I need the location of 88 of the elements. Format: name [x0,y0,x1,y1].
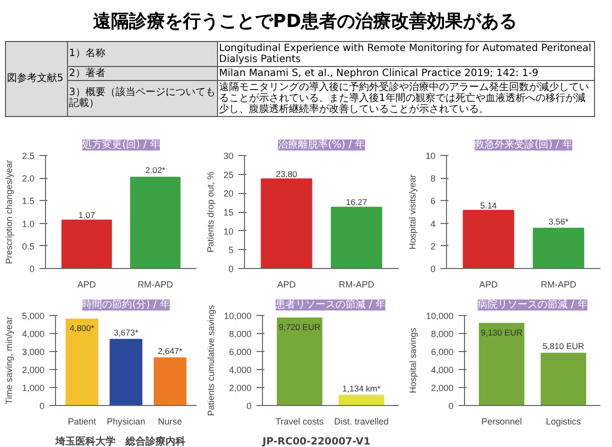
chart-title: 治療離脱率(%) / 年 [278,138,366,150]
text: Longitudinal Experience with Remote Monitoring for Automated Peritoneal Dialysis Patients [218,41,594,66]
y-tick-label: 5,000 [22,311,45,321]
y-axis-title: Time saving, min/year [4,316,14,404]
chart-title: 患者リソースの節減 / 年 [274,298,386,310]
y-tick-label: 0 [430,264,436,274]
y-axis-title: Patients drop out, % [205,171,216,253]
y-tick-label: 8,000 [430,329,454,339]
y-tick-label: 5 [228,245,234,256]
y-tick-label: 2,000 [430,383,454,393]
y-tick-label: 10 [223,226,234,236]
chart-title: 処方変更(回) / 年 [82,138,160,150]
data-label: 4,800* [70,323,95,334]
x-tick-label: APD [277,280,296,290]
y-tick-label: 10 [425,151,436,161]
data-label: 9,130 EUR [480,327,522,338]
y-tick-label: 4 [430,218,436,229]
data-label: 2.02* [145,165,166,176]
y-tick-label: 0 [39,401,45,411]
chart-title: 病院リソースの節減 / 年 [478,298,588,310]
data-label: 23.80 [276,168,298,179]
y-axis-title: Prescription changes/year [4,160,14,264]
text: Milan Manami S, et al., Nephron Clinical Practice 2019; 142: 1-9 [218,66,594,80]
x-tick-label: APD [479,280,498,290]
y-tick-label: 0 [448,401,454,411]
x-tick-label: RM-APD [138,280,174,290]
data-label: 5.14 [480,200,498,210]
x-tick-label: Nurse [158,416,182,426]
y-tick-label: 1.5 [22,196,35,206]
y-axis-title: Hospital visits/year [407,174,418,250]
y-tick-label: 2,000 [228,383,252,393]
text: 1）名称 [68,41,218,66]
y-tick-label: 25 [223,170,234,180]
data-label: 3.56* [548,216,570,226]
y-tick-label: 2 [430,241,436,252]
x-tick-label: Physician [106,416,146,426]
y-tick-label: 1.0 [22,218,35,229]
y-tick-label: 10,000 [426,311,454,321]
bar [154,357,186,406]
y-tick-label: 6 [430,196,436,206]
y-tick-label: 0.5 [22,241,35,252]
text: 2）著者 [68,66,218,80]
data-label: 2,647* [158,346,184,356]
y-tick-label: 4,000 [22,329,45,339]
y-tick-label: 3,000 [22,347,45,357]
y-tick-label: 4,000 [228,365,252,375]
y-tick-label: 0 [228,264,234,274]
text: 遠隔モニタリングの導入後に予約外受診や治療中のアラーム発生回数が減少していることが示されている。また導入後1年間の観察では死亡や血液透析への移行が減少し、腹膜透析継続率が改善していることが示されている。 [218,80,594,116]
bar [110,338,142,406]
data-label: 5,810 EUR [542,341,584,352]
text: 埼玉医科大学 総合診療内科 [54,436,186,447]
y-axis-title: Patients cumulative savings [206,304,216,416]
data-label: 9,720 EUR [278,322,320,332]
y-tick-label: 1,000 [22,383,45,393]
y-tick-label: 15 [223,208,234,218]
bar [66,318,98,406]
text: 図参考文献5 [6,41,68,116]
y-tick-label: 6,000 [228,347,252,357]
data-label: 3,673* [114,327,139,338]
y-tick-label: 30 [223,151,234,161]
y-tick-label: 2.0 [22,174,35,184]
text: JP-RC00-220007-V1 [262,436,371,447]
y-tick-label: 8,000 [228,329,252,339]
chart-title: 時間の節約(分) / 年 [82,298,170,310]
y-axis-title: Hospital savings [408,327,418,394]
x-tick-label: APD [77,280,96,290]
x-tick-label: RM-APD [540,280,577,290]
y-tick-label: 20 [223,188,234,199]
y-tick-label: 4,000 [430,365,454,375]
x-tick-label: Dist. travelled [334,416,389,426]
x-tick-label: Patient [68,416,96,426]
x-tick-label: Logistics [546,416,582,426]
y-tick-label: 2.5 [22,151,35,161]
y-tick-label: 0 [246,401,252,411]
x-tick-label: Travel costs [276,416,324,426]
y-tick-label: 6,000 [430,347,454,357]
y-tick-label: 10,000 [224,311,252,321]
text: 3）概要（該当ページについても記載） [68,80,218,116]
x-tick-label: RM-APD [338,280,375,290]
y-tick-label: 2,000 [22,365,45,375]
data-label: 1.07 [78,210,96,220]
data-label: 16.27 [346,197,368,208]
text: 遠隔診療を行うことでPD患者の治療改善効果がある [92,10,518,34]
y-tick-label: 0 [29,264,35,274]
chart-title: 救急外来受診(回) / 年 [474,138,572,150]
x-tick-label: Personnel [481,416,522,426]
data-label: 1,134 km* [342,383,382,394]
y-tick-label: 8 [430,174,436,184]
